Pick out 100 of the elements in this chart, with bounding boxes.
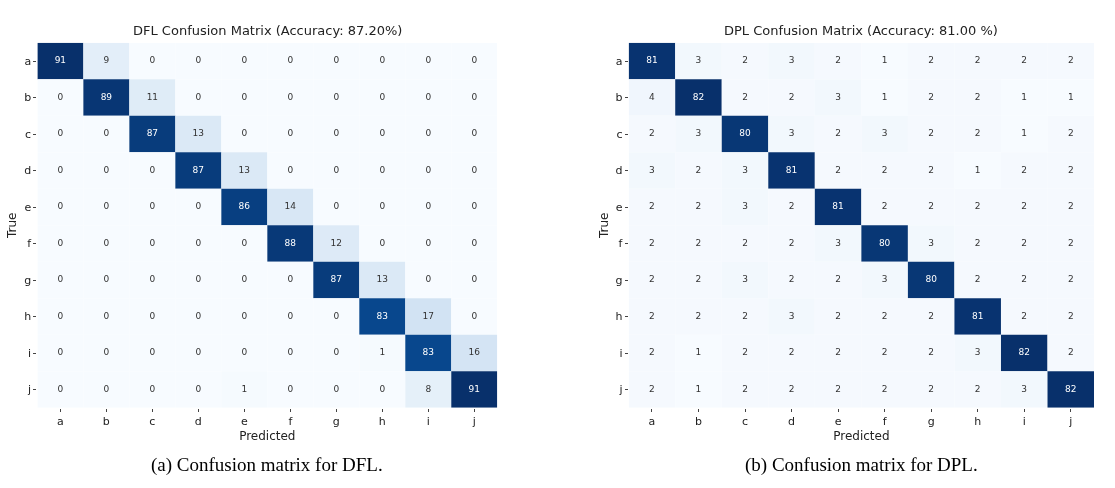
data-label: 0 bbox=[241, 237, 248, 248]
data-label: 0 bbox=[379, 128, 386, 139]
data-label: 81 bbox=[832, 201, 844, 212]
x-tick-label: c bbox=[149, 415, 156, 428]
data-label: 3 bbox=[695, 128, 702, 139]
x-tick-label: i bbox=[1022, 415, 1026, 428]
data-label: 2 bbox=[974, 91, 981, 102]
data-label: 1 bbox=[379, 347, 386, 358]
data-label: 0 bbox=[57, 164, 64, 175]
data-label: 0 bbox=[471, 91, 478, 102]
data-label: 0 bbox=[379, 55, 386, 66]
x-tick-label: g bbox=[927, 415, 935, 428]
data-label: 2 bbox=[835, 55, 841, 66]
data-label: 0 bbox=[287, 164, 294, 175]
data-label: 0 bbox=[103, 201, 110, 212]
data-label: 11 bbox=[146, 91, 159, 102]
data-label: 2 bbox=[1067, 347, 1074, 358]
data-label: 2 bbox=[1067, 237, 1074, 248]
data-label: 0 bbox=[103, 164, 110, 175]
data-label: 2 bbox=[1067, 274, 1074, 285]
data-label: 0 bbox=[103, 237, 110, 248]
data-label: 0 bbox=[471, 274, 478, 285]
data-label: 2 bbox=[1067, 310, 1074, 321]
data-label: 2 bbox=[1021, 310, 1028, 321]
data-label: 0 bbox=[103, 128, 110, 139]
data-label: 0 bbox=[333, 128, 340, 139]
data-label: 2 bbox=[1021, 237, 1028, 248]
data-label: 2 bbox=[788, 201, 795, 212]
data-label: 0 bbox=[149, 274, 156, 285]
data-label: 0 bbox=[103, 383, 110, 394]
data-label: 0 bbox=[241, 274, 248, 285]
x-tick-label: h bbox=[378, 415, 386, 428]
data-label: 0 bbox=[287, 310, 294, 321]
data-label: 2 bbox=[742, 91, 748, 102]
data-label: 0 bbox=[241, 310, 248, 321]
y-tick-label: e bbox=[24, 200, 32, 214]
data-label: 0 bbox=[333, 164, 340, 175]
data-label: 2 bbox=[649, 128, 655, 139]
data-label: 0 bbox=[149, 55, 156, 66]
data-label: 1 bbox=[881, 91, 888, 102]
data-label: 2 bbox=[649, 201, 655, 212]
data-label: 3 bbox=[835, 237, 841, 248]
data-label: 91 bbox=[54, 55, 67, 66]
data-label: 0 bbox=[379, 383, 386, 394]
data-label: 14 bbox=[284, 201, 297, 212]
data-label: 2 bbox=[974, 55, 981, 66]
y-tick-label: h bbox=[24, 310, 32, 324]
data-label: 0 bbox=[195, 55, 202, 66]
data-label: 0 bbox=[379, 164, 386, 175]
data-label: 0 bbox=[425, 91, 432, 102]
data-label: 0 bbox=[241, 55, 248, 66]
data-label: 0 bbox=[57, 201, 64, 212]
data-label: 3 bbox=[649, 164, 655, 175]
data-label: 0 bbox=[333, 201, 340, 212]
data-label: 2 bbox=[881, 164, 888, 175]
data-label: 2 bbox=[742, 55, 748, 66]
data-label: 2 bbox=[835, 274, 841, 285]
data-label: 80 bbox=[925, 274, 938, 285]
y-tick-label: d bbox=[615, 164, 623, 178]
data-label: 0 bbox=[195, 310, 202, 321]
data-label: 2 bbox=[835, 310, 841, 321]
data-label: 0 bbox=[471, 128, 478, 139]
data-label: 0 bbox=[333, 91, 340, 102]
data-label: 3 bbox=[788, 128, 795, 139]
data-label: 2 bbox=[928, 201, 935, 212]
data-label: 12 bbox=[330, 237, 343, 248]
data-label: 2 bbox=[788, 237, 795, 248]
data-label: 2 bbox=[881, 310, 888, 321]
data-label: 2 bbox=[928, 128, 935, 139]
data-label: 83 bbox=[376, 310, 389, 321]
data-label: 2 bbox=[881, 201, 888, 212]
data-label: 0 bbox=[287, 274, 294, 285]
data-label: 2 bbox=[1067, 55, 1074, 66]
data-label: 0 bbox=[287, 383, 294, 394]
data-label: 9 bbox=[103, 55, 110, 66]
data-label: 0 bbox=[149, 383, 156, 394]
y-tick-label: b bbox=[615, 91, 623, 105]
data-label: 2 bbox=[974, 128, 981, 139]
y-tick-label: d bbox=[24, 164, 32, 178]
data-label: 0 bbox=[425, 128, 432, 139]
data-label: 1 bbox=[881, 55, 888, 66]
data-label: 0 bbox=[471, 201, 478, 212]
data-label: 82 bbox=[1065, 383, 1077, 394]
data-label: 13 bbox=[238, 164, 251, 175]
data-label: 0 bbox=[287, 91, 294, 102]
data-label: 0 bbox=[471, 310, 478, 321]
data-label: 0 bbox=[149, 164, 156, 175]
data-label: 16 bbox=[468, 347, 481, 358]
data-label: 2 bbox=[974, 237, 981, 248]
data-label: 86 bbox=[238, 201, 251, 212]
data-label: 3 bbox=[974, 347, 981, 358]
data-label: 2 bbox=[1021, 164, 1028, 175]
data-label: 3 bbox=[788, 310, 795, 321]
data-label: 0 bbox=[241, 347, 248, 358]
y-tick-label: a bbox=[615, 54, 623, 68]
y-tick-label: c bbox=[25, 127, 32, 141]
data-label: 17 bbox=[422, 310, 435, 321]
y-axis-title: True bbox=[596, 212, 611, 240]
data-label: 81 bbox=[971, 310, 984, 321]
data-label: 0 bbox=[379, 201, 386, 212]
